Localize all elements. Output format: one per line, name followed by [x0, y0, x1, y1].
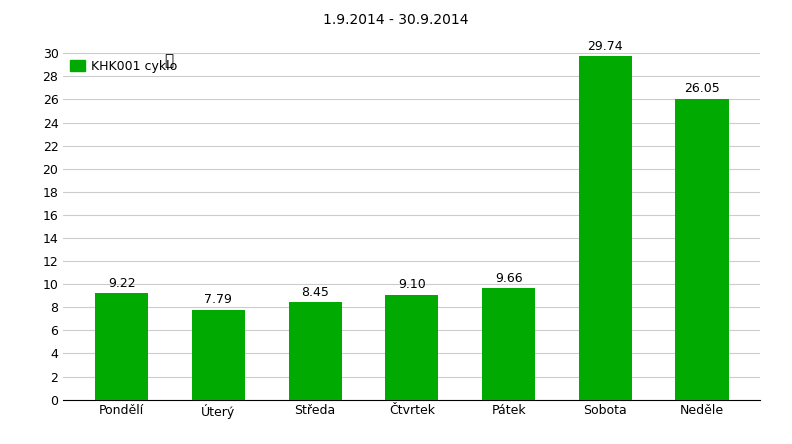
- Legend: KHK001 cyklo: KHK001 cyklo: [70, 59, 177, 72]
- Text: 9.66: 9.66: [495, 272, 523, 285]
- Text: 🚴: 🚴: [165, 53, 173, 68]
- Bar: [192, 309, 245, 400]
- Bar: [95, 293, 148, 400]
- Bar: [385, 294, 439, 400]
- Text: 29.74: 29.74: [588, 40, 623, 53]
- Bar: [676, 99, 729, 400]
- Text: 9.10: 9.10: [398, 278, 426, 291]
- Bar: [579, 56, 632, 400]
- Text: 1.9.2014 - 30.9.2014: 1.9.2014 - 30.9.2014: [323, 13, 469, 28]
- Text: 9.22: 9.22: [108, 277, 135, 289]
- Bar: [482, 288, 535, 400]
- Bar: [288, 302, 341, 400]
- Text: 7.79: 7.79: [204, 293, 232, 306]
- Text: 8.45: 8.45: [301, 285, 329, 298]
- Text: 26.05: 26.05: [684, 83, 720, 95]
